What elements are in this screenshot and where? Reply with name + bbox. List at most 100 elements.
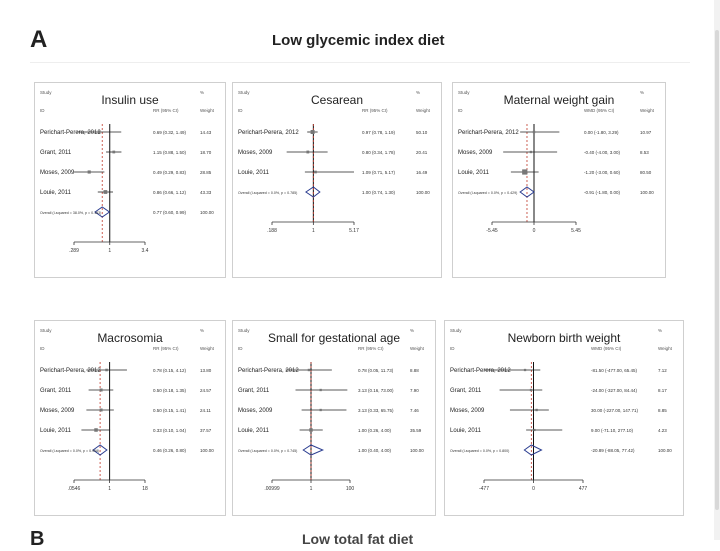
effect-value: -1.20 (-3.00, 0.60)	[584, 170, 621, 175]
study-point	[94, 428, 98, 432]
study-label: Moses, 2009	[238, 150, 273, 156]
study-label: Moses, 2009	[40, 408, 75, 414]
plot-title: Maternal weight gain	[504, 93, 615, 107]
effect-value: 0.97 (0.78, 1.19)	[362, 130, 396, 135]
weight-value: 8.17	[658, 388, 667, 393]
study-point	[112, 150, 116, 154]
effect-value: 0.78 (0.15, 4.12)	[153, 368, 187, 373]
study-label: Grant, 2011	[40, 388, 72, 394]
axis-tick-label: .289	[69, 248, 79, 254]
study-label: Grant, 2011	[450, 388, 482, 394]
header-weight: Weight	[416, 108, 431, 113]
study-point	[314, 170, 317, 174]
weight-value: 24.11	[200, 408, 211, 413]
overall-diamond	[523, 444, 543, 456]
header-weight: Weight	[658, 346, 673, 351]
vertical-scrollbar[interactable]	[714, 0, 720, 540]
effect-value: 1.09 (0.71, 5.17)	[362, 170, 396, 175]
overall-label: Overall (I-squared = 38.0%, p = 0.183)	[40, 211, 101, 215]
study-label: Louie, 2011	[40, 190, 72, 196]
weight-value: 24.57	[200, 388, 212, 393]
header-pct: %	[416, 90, 420, 95]
overall-effect-value: 1.00 (0.74, 1.30)	[362, 190, 396, 195]
header-effect: RR (95% CI)	[153, 346, 179, 351]
effect-value: 0.86 (0.66, 1.12)	[153, 190, 187, 195]
axis-tick-label: 100	[346, 486, 355, 492]
study-point	[310, 129, 315, 135]
overall-diamond	[94, 206, 111, 218]
effect-value: 0.33 (0.10, 1.04)	[153, 428, 187, 433]
overall-label: Overall (I-squared = 0.0%, p = 0.968)	[40, 449, 99, 453]
study-point	[319, 388, 322, 392]
overall-effect-value: -20.89 (-88.05, 77.42)	[591, 448, 635, 453]
effect-value: 0.80 (0.34, 1.78)	[362, 150, 396, 155]
header-weight: Weight	[640, 108, 655, 113]
study-label: Perichart-Perera, 2012	[40, 368, 101, 374]
effect-value: 30.00 (-227.00, 147.71)	[591, 408, 639, 413]
study-label: Perichart-Perera, 2012	[458, 130, 519, 136]
header-id: ID	[40, 346, 45, 351]
study-label: Moses, 2009	[40, 170, 75, 176]
scrollbar-thumb[interactable]	[715, 30, 719, 510]
header-pct: %	[200, 90, 204, 95]
effect-value: 1.15 (0.88, 1.50)	[153, 150, 187, 155]
axis-tick-label: 1	[108, 248, 111, 254]
study-label: Moses, 2009	[238, 408, 273, 414]
axis-tick-label: -477	[479, 486, 489, 492]
header-study: Study	[450, 328, 462, 333]
weight-value: 13.80	[200, 368, 212, 373]
study-point	[529, 388, 533, 392]
study-point	[105, 368, 108, 372]
header-study: Study	[40, 328, 52, 333]
overall-weight-value: 100.00	[200, 448, 214, 453]
weight-value: 16.49	[416, 170, 428, 175]
header-effect: RR (95% CI)	[362, 108, 388, 113]
header-id: ID	[458, 108, 463, 113]
effect-value: 0.69 (0.32, 1.49)	[153, 130, 187, 135]
study-point	[99, 388, 103, 392]
effect-value: 0.00 (-1.80, 3.29)	[584, 130, 619, 135]
panel-frame	[452, 82, 666, 278]
axis-tick-label: 18	[142, 486, 148, 492]
axis-tick-label: 1	[310, 486, 313, 492]
study-label: Louie, 2011	[450, 428, 482, 434]
weight-value: 8.53	[640, 150, 649, 155]
weight-value: 50.10	[416, 130, 428, 135]
study-point	[97, 130, 101, 134]
plot-title: Newborn birth weight	[508, 331, 621, 345]
header-pct: %	[200, 328, 204, 333]
study-label: Perichart-Perera, 2012	[40, 130, 101, 136]
study-point	[307, 368, 311, 372]
overall-effect-value: 0.46 (0.26, 0.80)	[153, 448, 187, 453]
study-label: Louie, 2011	[458, 170, 490, 176]
overall-label: Overall (I-squared = 0.0%, p = 0.785)	[238, 191, 297, 195]
study-point	[532, 130, 536, 134]
study-point	[309, 428, 313, 432]
axis-tick-label: 1	[108, 486, 111, 492]
study-label: Louie, 2011	[238, 428, 270, 434]
study-label: Perichart-Perera, 2012	[450, 368, 511, 374]
overall-diamond	[305, 186, 321, 198]
header-effect: RR (95% CI)	[358, 346, 384, 351]
effect-value: 0.49 (0.29, 0.83)	[153, 170, 187, 175]
title-rule	[30, 62, 690, 63]
axis-tick-label: 477	[579, 486, 588, 492]
header-effect: WMD (95% CI)	[591, 346, 622, 351]
study-point	[529, 150, 533, 154]
overall-weight-value: 100.00	[200, 210, 214, 215]
axis-tick-label: 3.4	[142, 248, 149, 254]
overall-weight-value: 100.00	[658, 448, 672, 453]
overall-diamond	[302, 444, 325, 456]
weight-value: 35.59	[410, 428, 422, 433]
effect-value: 0.50 (0.18, 1.35)	[153, 388, 187, 393]
header-effect: RR (95% CI)	[153, 108, 179, 113]
study-label: Perichart-Perera, 2012	[238, 130, 299, 136]
forest-plot-cesarean: Study ID Cesarean RR (95% CI)% Weight Pericha…	[232, 82, 442, 278]
study-label: Louie, 2011	[238, 170, 270, 176]
weight-value: 4.23	[658, 428, 667, 433]
effect-value: -0.40 (-4.00, 3.00)	[584, 150, 621, 155]
